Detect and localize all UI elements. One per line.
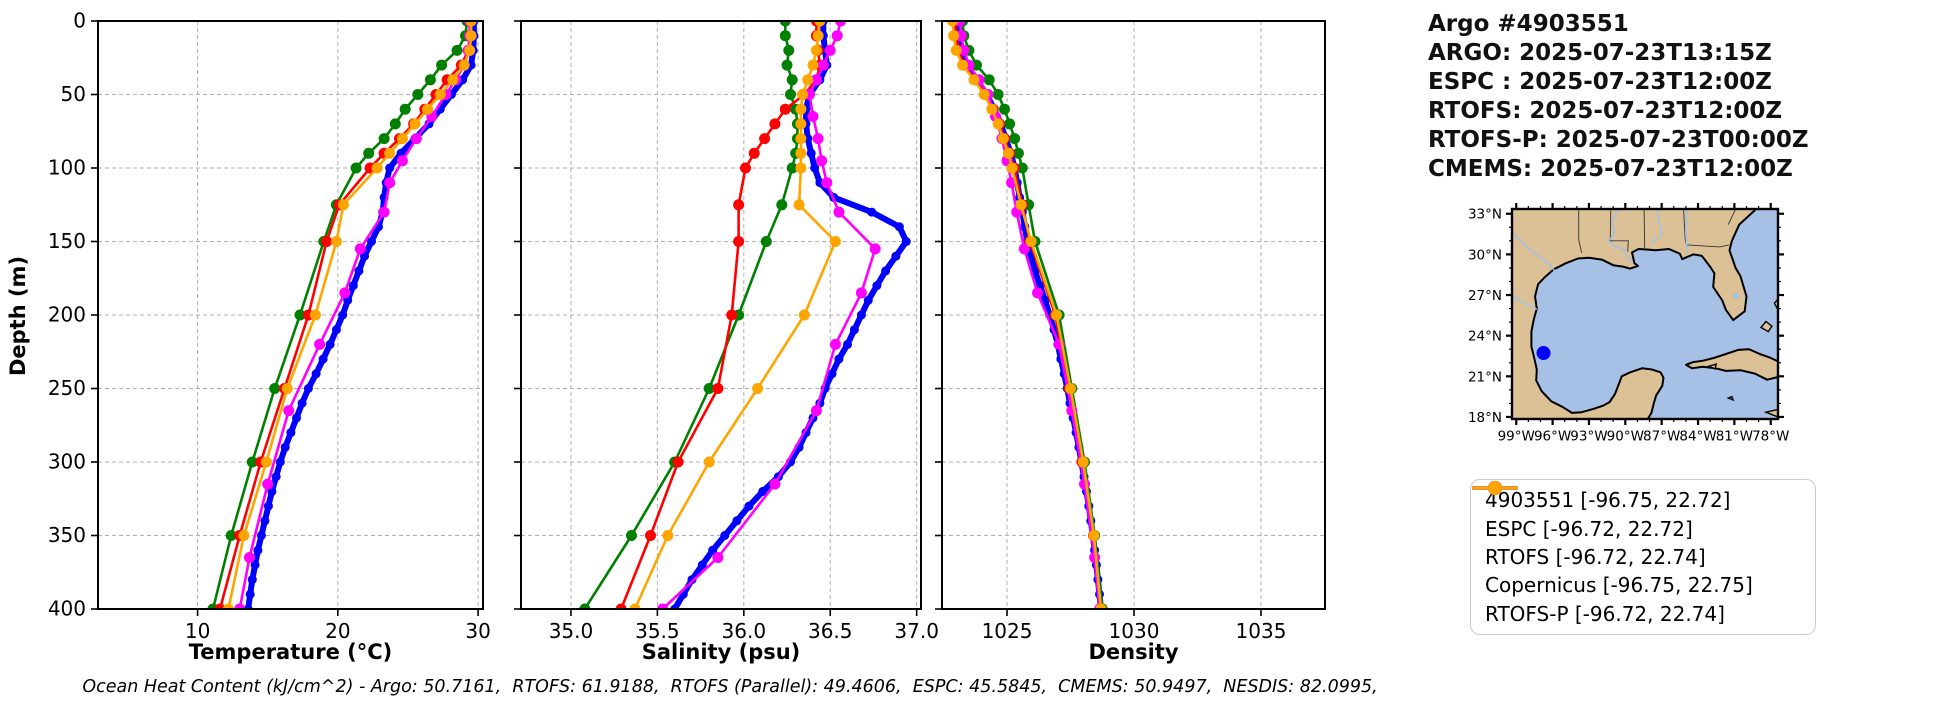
legend-label: ESPC [-96.72, 22.72] (1485, 516, 1693, 541)
x-tick-label: 36.5 (808, 619, 853, 643)
x-tick-label: 10 (185, 619, 210, 643)
x-tick-label: 1030 (1109, 619, 1160, 643)
depth-tick-label: 100 (48, 156, 86, 180)
panel-salinity-psu: 35.0 35.5 36.0 36.5 37.0 (514, 20, 939, 643)
series-rtofs-p (946, 21, 1107, 609)
depth-tick-label: 0 (73, 9, 86, 33)
series-copernicus (234, 21, 476, 609)
map-lon-label: 99°W (1498, 429, 1535, 445)
map-lat-label: 27°N (1468, 288, 1502, 304)
depth-tick-label: 200 (48, 303, 86, 327)
x-tick-label: 35.5 (635, 619, 680, 643)
title-line-rtofsp-time: RTOFS-P: 2025-07-23T00:00Z (1428, 127, 1809, 153)
legend-item-4903551: 4903551 [-96.75, 22.72] (1472, 481, 1815, 514)
state-border (1727, 208, 1737, 225)
x-tick-label: 1035 (1236, 619, 1287, 643)
map-lat-label: 24°N (1468, 329, 1502, 345)
river (1685, 208, 1688, 254)
map-lon-label: 93°W (1570, 429, 1607, 445)
x-axis-label-salinity: Salinity (psu) (641, 640, 801, 664)
river (1511, 294, 1538, 310)
map-lat-label: 18°N (1468, 410, 1502, 426)
legend-label: RTOFS-P [-96.72, 22.74] (1485, 601, 1725, 626)
title-line-rtofs-time: RTOFS: 2025-07-23T12:00Z (1428, 98, 1783, 124)
gulf-of-mexico-map: 99°W 96°W 93°W 90°W 87°W 84°W 81°W 78°W 33°N 30°N… (1468, 203, 1789, 445)
legend-item-rtofs-p: RTOFS-P [-96.72, 22.74] (1472, 481, 1815, 628)
argo-position-marker (1536, 346, 1551, 361)
depth-tick-label: 250 (48, 376, 86, 400)
legend-item-espc: ESPC [-96.72, 22.72] (1472, 481, 1815, 543)
map-island (1726, 395, 1735, 402)
title-line-argo-time: ARGO: 2025-07-23T13:15Z (1428, 40, 1772, 66)
map-lon-label: 78°W (1752, 429, 1789, 445)
legend-label: 4903551 [-96.75, 22.72] (1485, 488, 1731, 513)
legend-marker-icon (1472, 481, 1518, 495)
legend-label: RTOFS [-96.72, 22.74] (1485, 544, 1706, 569)
map-lat-label: 33°N (1468, 207, 1502, 223)
map-island (1759, 320, 1773, 333)
map-border (1510, 207, 1780, 421)
river (1650, 208, 1663, 245)
x-tick-label: 36.0 (722, 619, 767, 643)
state-border (1578, 209, 1583, 254)
map-lon-label: 96°W (1534, 429, 1571, 445)
x-tick-label: 37.0 (894, 619, 939, 643)
x-tick-label: 1025 (982, 619, 1033, 643)
map-lon-label: 81°W (1716, 429, 1753, 445)
y-axis-label-depth: Depth (m) (6, 255, 30, 377)
x-tick-label: 20 (325, 619, 350, 643)
title-line-argo-id: Argo #4903551 (1428, 11, 1629, 37)
series-copernicus (657, 21, 881, 609)
map-lon-label: 90°W (1607, 429, 1644, 445)
title-block: Argo #4903551 ARGO: 2025-07-23T13:15Z ES… (1428, 10, 1809, 184)
map-lon-label: 87°W (1643, 429, 1680, 445)
depth-tick-label: 300 (48, 450, 86, 474)
panel-density: 1025 1030 1035 (935, 20, 1326, 643)
legend-item-copernicus: Copernicus [-96.75, 22.75] (1472, 481, 1815, 599)
state-border (1643, 208, 1646, 251)
map-lat-label: 30°N (1468, 247, 1502, 263)
series-rtofs-p (629, 21, 841, 609)
depth-tick-label: 50 (61, 82, 86, 106)
axis-ticks: 1025 1030 1035 (935, 20, 1287, 643)
title-line-espc-time: ESPC : 2025-07-23T12:00Z (1428, 69, 1772, 95)
map-lon-label: 84°W (1679, 429, 1716, 445)
depth-tick-label: 350 (48, 523, 86, 547)
x-axis-label-density: Density (1088, 640, 1179, 664)
depth-tick-label: 400 (48, 597, 86, 621)
map-ticks (1506, 203, 1784, 425)
x-axis-label-temperature: Temperature (°C) (188, 640, 393, 664)
title-line-cmems-time: CMEMS: 2025-07-23T12:00Z (1428, 156, 1793, 182)
depth-tick-label: 150 (48, 229, 86, 253)
x-tick-label: 35.0 (549, 619, 594, 643)
legend-label: Copernicus [-96.75, 22.75] (1485, 573, 1753, 598)
river (1607, 208, 1634, 264)
axis-ticks: 35.0 35.5 36.0 36.5 37.0 (514, 20, 939, 643)
series-espc (207, 21, 473, 609)
map-lat-label: 21°N (1468, 369, 1502, 385)
state-border (1609, 208, 1629, 252)
x-tick-label: 30 (465, 619, 490, 643)
map-island (1706, 363, 1718, 370)
series-rtofs-p (222, 21, 477, 609)
lake-okeechobee (1733, 292, 1740, 299)
legend: 4903551 [-96.75, 22.72] ESPC [-96.72, 22.… (1470, 479, 1816, 635)
footer-ocean-heat-content: Ocean Heat Content (kJ/cm^2) - Argo: 50.… (82, 677, 1378, 697)
legend-item-rtofs: RTOFS [-96.72, 22.74] (1472, 481, 1815, 571)
river (1511, 232, 1556, 272)
